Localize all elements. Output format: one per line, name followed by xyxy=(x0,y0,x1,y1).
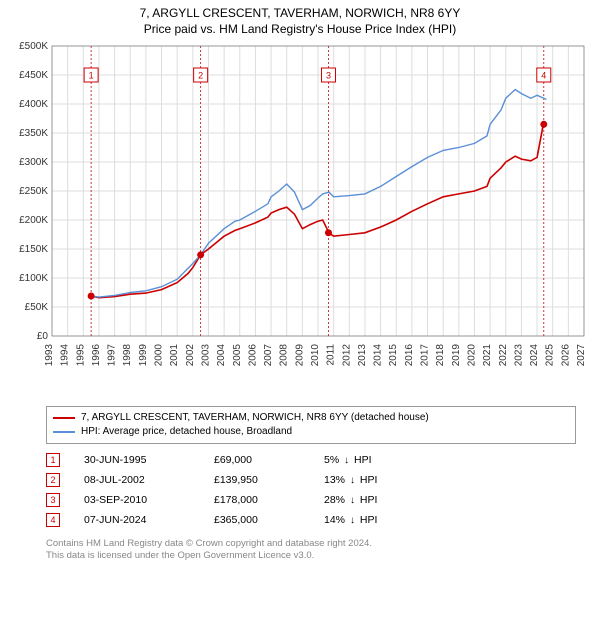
sales-table: 130-JUN-1995£69,0005% ↓ HPI208-JUL-2002£… xyxy=(46,450,576,530)
svg-text:2025: 2025 xyxy=(545,344,556,367)
sale-marker: 4 xyxy=(46,513,60,527)
svg-text:2004: 2004 xyxy=(216,344,227,367)
svg-text:3: 3 xyxy=(326,71,331,81)
svg-text:2: 2 xyxy=(198,71,203,81)
sale-date: 08-JUL-2002 xyxy=(84,474,214,486)
svg-text:2023: 2023 xyxy=(513,344,524,367)
svg-text:1997: 1997 xyxy=(107,344,118,367)
legend: 7, ARGYLL CRESCENT, TAVERHAM, NORWICH, N… xyxy=(46,406,576,444)
svg-text:£500K: £500K xyxy=(19,41,48,52)
svg-text:2005: 2005 xyxy=(232,344,243,367)
svg-text:4: 4 xyxy=(541,71,546,81)
sale-marker: 1 xyxy=(46,453,60,467)
table-row: 4 07-JUN-2024£365,00014% ↓ HPI xyxy=(46,510,576,530)
svg-text:2020: 2020 xyxy=(466,344,477,367)
footer-attribution: Contains HM Land Registry data © Crown c… xyxy=(46,538,576,562)
legend-swatch xyxy=(53,431,75,433)
sale-diff: 14% ↓ HPI xyxy=(324,514,404,526)
svg-text:£50K: £50K xyxy=(25,302,49,313)
svg-text:£0: £0 xyxy=(37,331,49,342)
svg-text:2013: 2013 xyxy=(357,344,368,367)
sale-marker: 2 xyxy=(46,473,60,487)
svg-text:1993: 1993 xyxy=(44,344,55,367)
legend-label: 7, ARGYLL CRESCENT, TAVERHAM, NORWICH, N… xyxy=(81,411,429,425)
chart-titles: 7, ARGYLL CRESCENT, TAVERHAM, NORWICH, N… xyxy=(8,6,592,36)
sale-date: 03-SEP-2010 xyxy=(84,494,214,506)
sale-marker: 3 xyxy=(46,493,60,507)
svg-text:2017: 2017 xyxy=(420,344,431,367)
svg-text:1999: 1999 xyxy=(138,344,149,367)
sale-diff: 13% ↓ HPI xyxy=(324,474,404,486)
svg-text:£350K: £350K xyxy=(19,128,48,139)
legend-label: HPI: Average price, detached house, Broa… xyxy=(81,425,292,439)
svg-text:2000: 2000 xyxy=(154,344,165,367)
svg-text:2010: 2010 xyxy=(310,344,321,367)
svg-text:2016: 2016 xyxy=(404,344,415,367)
sale-price: £365,000 xyxy=(214,514,324,526)
svg-text:2008: 2008 xyxy=(279,344,290,367)
svg-text:1: 1 xyxy=(89,71,94,81)
svg-text:£200K: £200K xyxy=(19,215,48,226)
sale-diff: 28% ↓ HPI xyxy=(324,494,404,506)
table-row: 1 30-JUN-1995£69,0005% ↓ HPI xyxy=(46,450,576,470)
svg-text:2002: 2002 xyxy=(185,344,196,367)
svg-text:2011: 2011 xyxy=(326,344,337,366)
footer-line-2: This data is licensed under the Open Gov… xyxy=(46,550,576,562)
svg-text:2012: 2012 xyxy=(341,344,352,367)
svg-text:2026: 2026 xyxy=(560,344,571,367)
svg-text:£450K: £450K xyxy=(19,70,48,81)
svg-text:2003: 2003 xyxy=(200,344,211,367)
sale-price: £139,950 xyxy=(214,474,324,486)
sale-date: 30-JUN-1995 xyxy=(84,454,214,466)
svg-text:£100K: £100K xyxy=(19,273,48,284)
svg-text:£250K: £250K xyxy=(19,186,48,197)
svg-text:£300K: £300K xyxy=(19,157,48,168)
svg-text:2022: 2022 xyxy=(498,344,509,367)
arrow-down-icon: ↓ xyxy=(344,455,349,466)
legend-item: HPI: Average price, detached house, Broa… xyxy=(53,425,569,439)
arrow-down-icon: ↓ xyxy=(350,475,355,486)
svg-text:2019: 2019 xyxy=(451,344,462,367)
svg-text:2009: 2009 xyxy=(294,344,305,367)
svg-text:2021: 2021 xyxy=(482,344,493,367)
chart-area: £0 £50K £100K £150K £200K £250K £300K £350K £400… xyxy=(8,40,592,400)
sale-price: £69,000 xyxy=(214,454,324,466)
svg-text:2027: 2027 xyxy=(576,344,587,367)
svg-text:£150K: £150K xyxy=(19,244,48,255)
sale-date: 07-JUN-2024 xyxy=(84,514,214,526)
legend-swatch xyxy=(53,417,75,419)
svg-text:2001: 2001 xyxy=(169,344,180,367)
page: 7, ARGYLL CRESCENT, TAVERHAM, NORWICH, N… xyxy=(0,0,600,620)
footer-line-1: Contains HM Land Registry data © Crown c… xyxy=(46,538,576,550)
svg-text:2015: 2015 xyxy=(388,344,399,367)
svg-text:1998: 1998 xyxy=(122,344,133,367)
svg-text:2007: 2007 xyxy=(263,344,274,367)
svg-text:£400K: £400K xyxy=(19,99,48,110)
chart-subtitle: Price paid vs. HM Land Registry's House … xyxy=(8,22,592,36)
svg-text:1994: 1994 xyxy=(60,344,71,367)
svg-text:2006: 2006 xyxy=(247,344,258,367)
sale-price: £178,000 xyxy=(214,494,324,506)
svg-text:2018: 2018 xyxy=(435,344,446,367)
table-row: 3 03-SEP-2010£178,00028% ↓ HPI xyxy=(46,490,576,510)
line-chart: £0 £50K £100K £150K £200K £250K £300K £350K £400… xyxy=(8,40,592,400)
legend-item: 7, ARGYLL CRESCENT, TAVERHAM, NORWICH, N… xyxy=(53,411,569,425)
svg-text:2024: 2024 xyxy=(529,344,540,367)
svg-text:1996: 1996 xyxy=(91,344,102,367)
chart-title: 7, ARGYLL CRESCENT, TAVERHAM, NORWICH, N… xyxy=(8,6,592,20)
svg-text:2014: 2014 xyxy=(373,344,384,367)
arrow-down-icon: ↓ xyxy=(350,495,355,506)
svg-text:1995: 1995 xyxy=(75,344,86,367)
table-row: 2 08-JUL-2002£139,95013% ↓ HPI xyxy=(46,470,576,490)
sale-diff: 5% ↓ HPI xyxy=(324,454,404,466)
arrow-down-icon: ↓ xyxy=(350,515,355,526)
